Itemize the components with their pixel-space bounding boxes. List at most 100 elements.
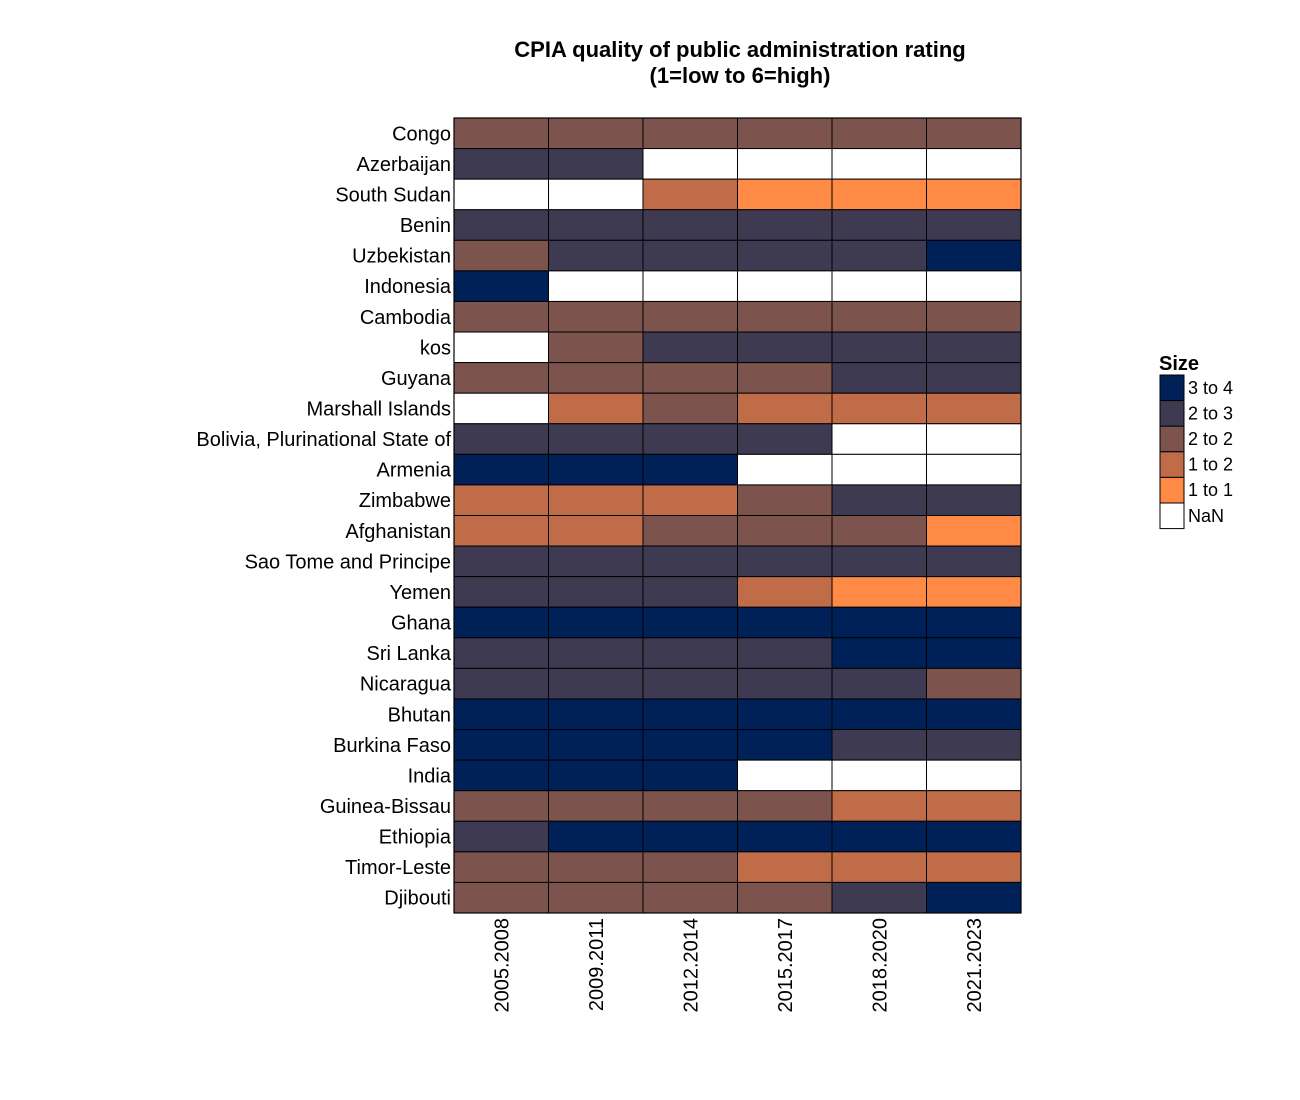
row-label: Nicaragua	[360, 674, 452, 696]
heatmap-cell	[737, 178, 833, 211]
heatmap-cell	[642, 881, 738, 914]
heatmap-cell	[642, 606, 738, 639]
heatmap-cell	[831, 576, 927, 608]
heatmap-cell	[831, 545, 927, 578]
heatmap-cell	[737, 759, 833, 792]
heatmap-cell	[453, 729, 549, 761]
heatmap-cell	[737, 790, 833, 822]
heatmap-cell	[548, 178, 644, 211]
heatmap-cell	[831, 820, 927, 853]
heatmap-cell	[642, 698, 738, 731]
heatmap-cell	[548, 729, 644, 761]
heatmap-cell	[737, 453, 833, 486]
heatmap-cell	[831, 392, 927, 425]
heatmap-cell	[926, 759, 1022, 792]
row-label: Afghanistan	[345, 521, 451, 543]
heatmap-cell	[737, 209, 833, 241]
heatmap-cell	[548, 239, 644, 272]
heatmap-cell	[548, 698, 644, 731]
row-label: Burkina Faso	[333, 735, 451, 757]
heatmap-cell	[831, 239, 927, 272]
heatmap-cell	[831, 698, 927, 731]
heatmap-cell	[642, 545, 738, 578]
heatmap-cell	[548, 759, 644, 792]
heatmap-cell	[642, 515, 738, 547]
heatmap-cell	[548, 484, 644, 517]
heatmap-cell	[453, 820, 549, 853]
heatmap-cell	[831, 729, 927, 761]
column-label: 2018.2020	[869, 918, 891, 1013]
heatmap-cell	[831, 270, 927, 302]
heatmap-cell	[453, 545, 549, 578]
heatmap-cell	[831, 759, 927, 792]
heatmap-cell	[926, 820, 1022, 853]
row-label: Armenia	[377, 460, 452, 482]
heatmap-cell	[453, 300, 549, 333]
heatmap-cell	[642, 117, 738, 150]
heatmap-cell	[642, 423, 738, 455]
heatmap-cell	[926, 117, 1022, 150]
heatmap-cell	[548, 576, 644, 608]
heatmap-cell	[453, 667, 549, 700]
heatmap-cell	[831, 851, 927, 883]
legend-title: Size	[1159, 353, 1199, 375]
row-label: Timor-Leste	[345, 857, 451, 879]
heatmap-cell	[831, 790, 927, 822]
row-label: Bhutan	[388, 704, 451, 726]
legend-swatch	[1159, 502, 1185, 530]
row-label: Sao Tome and Principe	[245, 551, 451, 573]
row-label: Yemen	[389, 582, 451, 604]
heatmap-cell	[453, 270, 549, 302]
heatmap-cell	[642, 362, 738, 394]
row-label: Djibouti	[384, 888, 451, 910]
heatmap-cell	[926, 790, 1022, 822]
row-label: Azerbaijan	[356, 154, 451, 176]
column-labels: 2005.2008 2009.2011 2012.2014 2015.2017 2018…	[491, 918, 986, 1013]
heatmap-cell	[642, 209, 738, 241]
heatmap-cell	[453, 698, 549, 731]
heatmap-cell	[548, 209, 644, 241]
heatmap-cell	[642, 270, 738, 302]
legend-swatch	[1159, 451, 1185, 478]
row-label: Benin	[400, 215, 451, 237]
heatmap-cell	[831, 667, 927, 700]
heatmap-cell	[642, 790, 738, 822]
row-label: Marshall Islands	[306, 398, 451, 420]
row-label: Ethiopia	[379, 827, 452, 849]
heatmap-cell	[737, 667, 833, 700]
heatmap-cell	[737, 851, 833, 883]
heatmap-cell	[926, 239, 1022, 272]
heatmap-cell	[831, 881, 927, 914]
heatmap-cell	[926, 331, 1022, 364]
heatmap-cell	[831, 453, 927, 486]
heatmap-cell	[831, 606, 927, 639]
heatmap-cell	[548, 423, 644, 455]
legend-label: 2 to 2	[1188, 429, 1233, 449]
heatmap-cell	[548, 851, 644, 883]
heatmap-cell	[642, 667, 738, 700]
row-labels: Congo Azerbaijan South Sudan Benin Uzbekista…	[196, 123, 451, 909]
heatmap-cell	[453, 790, 549, 822]
heatmap-cell	[453, 576, 549, 608]
heatmap-cell	[926, 576, 1022, 608]
heatmap-cell	[831, 515, 927, 547]
heatmap-cell	[453, 484, 549, 517]
row-label: Bolivia, Plurinational State of	[196, 429, 451, 451]
heatmap-cell	[737, 300, 833, 333]
heatmap-cell	[453, 881, 549, 914]
legend-swatch	[1159, 374, 1185, 402]
heatmap-cell	[831, 209, 927, 241]
row-label: kos	[420, 337, 451, 359]
heatmap-cell	[926, 545, 1022, 578]
row-label: South Sudan	[335, 184, 451, 206]
heatmap-cell	[737, 820, 833, 853]
heatmap-cell	[548, 117, 644, 150]
row-label: Zimbabwe	[359, 490, 451, 512]
heatmap-cell	[737, 148, 833, 180]
heatmap-cell	[453, 148, 549, 180]
heatmap-cell	[926, 209, 1022, 241]
heatmap-cell	[926, 392, 1022, 425]
row-label: India	[408, 765, 452, 787]
heatmap-cell	[926, 484, 1022, 517]
row-label: Cambodia	[360, 307, 452, 329]
